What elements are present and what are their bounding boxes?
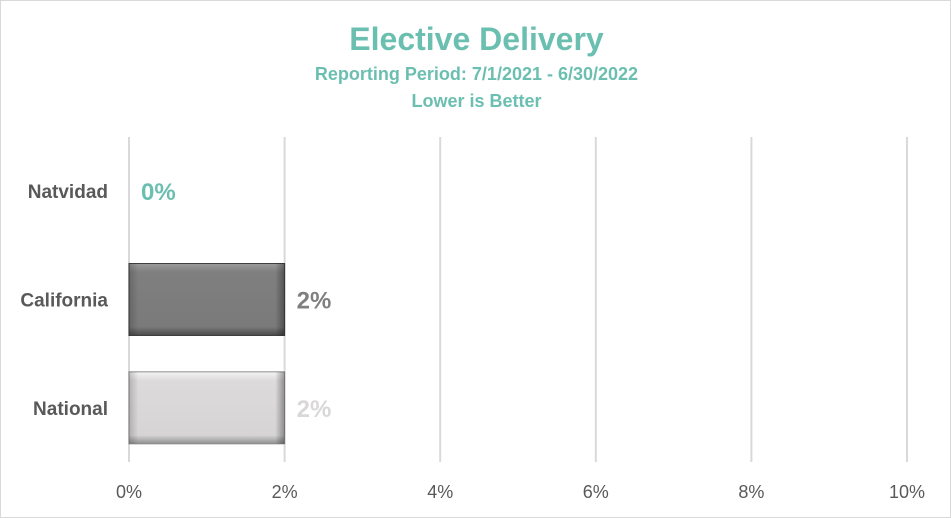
x-tick-label: 8%	[738, 482, 764, 502]
chart-title: Elective Delivery	[349, 21, 604, 57]
chart-subtitle-lower-is-better: Lower is Better	[411, 91, 542, 111]
data-label: 0%	[141, 179, 176, 206]
data-label: 2%	[297, 288, 332, 315]
x-tick-label: 4%	[427, 482, 453, 502]
x-tick-label: 6%	[583, 482, 609, 502]
chart-subtitle-reporting-period: Reporting Period: 7/1/2021 - 6/30/2022	[314, 64, 639, 84]
x-tick-label: 2%	[272, 482, 298, 502]
category-label: Natvidad	[28, 182, 108, 203]
x-tick-label: 0%	[116, 482, 142, 502]
bar-bevel	[129, 263, 285, 336]
category-label: California	[20, 291, 108, 312]
category-label: National	[33, 399, 108, 420]
x-tick-label: 10%	[889, 482, 925, 502]
bar-bevel	[129, 371, 285, 444]
data-label: 2%	[297, 396, 332, 423]
